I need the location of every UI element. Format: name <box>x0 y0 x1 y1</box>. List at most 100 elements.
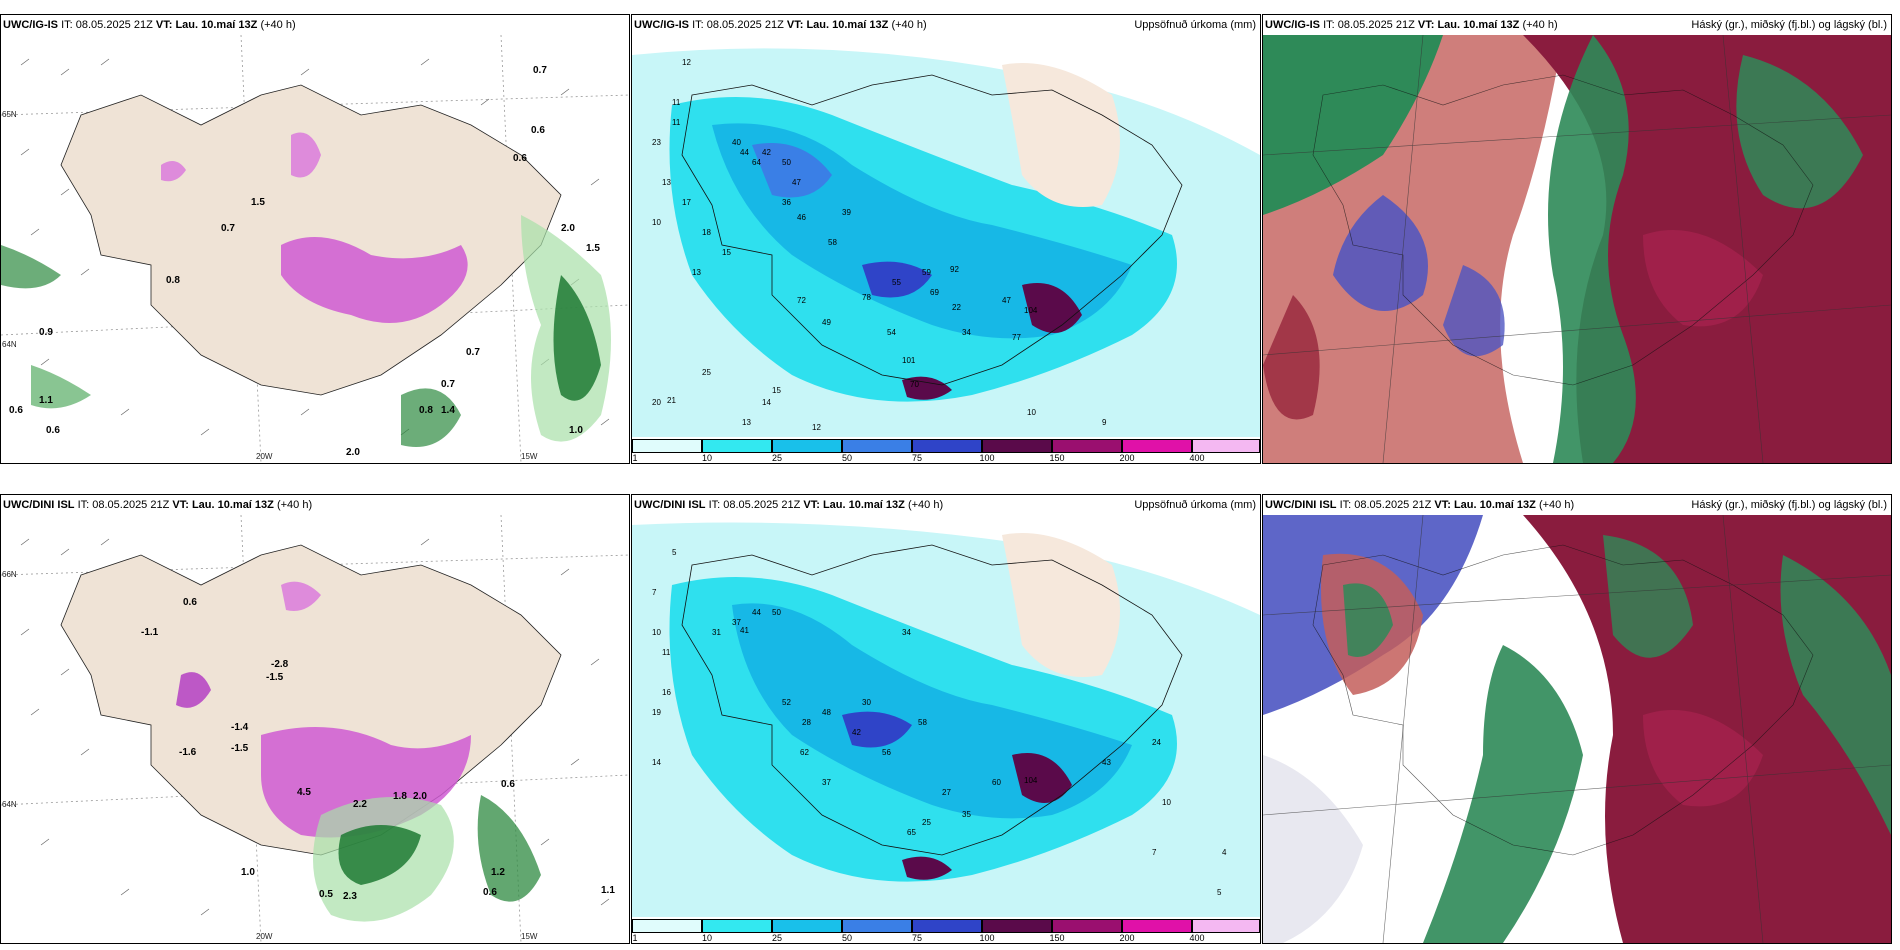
cloud-panel-row2: UWC/DINI ISL IT: 08.05.2025 21Z VT: Lau.… <box>1262 494 1892 944</box>
svg-text:104: 104 <box>1024 776 1038 785</box>
svg-text:13: 13 <box>662 178 671 187</box>
svg-text:7: 7 <box>1152 848 1157 857</box>
svg-text:0.7: 0.7 <box>533 65 547 76</box>
colorbar-swatch <box>1052 439 1122 453</box>
lat-label: 64N <box>2 340 17 349</box>
colorbar-swatch <box>1192 919 1260 933</box>
temp-panel-row2: UWC/DINI ISL IT: 08.05.2025 21Z VT: Lau.… <box>0 494 630 944</box>
panel-header: UWC/DINI ISL IT: 08.05.2025 21Z VT: Lau.… <box>632 495 1260 515</box>
svg-text:1.0: 1.0 <box>241 867 255 878</box>
svg-text:64: 64 <box>752 158 761 167</box>
panel-header: UWC/IG-IS IT: 08.05.2025 21Z VT: Lau. 10… <box>1263 15 1891 35</box>
panel-header: UWC/IG-IS IT: 08.05.2025 21Z VT: Lau. 10… <box>632 15 1260 35</box>
svg-text:65: 65 <box>907 828 916 837</box>
colorbar-tick: 25 <box>771 453 783 463</box>
svg-text:37: 37 <box>822 778 831 787</box>
svg-text:20: 20 <box>652 398 661 407</box>
svg-text:17: 17 <box>682 198 691 207</box>
precip-title: Uppsöfnuð úrkoma (mm) <box>1134 499 1256 511</box>
svg-text:47: 47 <box>792 178 801 187</box>
svg-text:54: 54 <box>887 328 896 337</box>
svg-text:28: 28 <box>802 718 811 727</box>
svg-text:42: 42 <box>852 728 861 737</box>
svg-text:44: 44 <box>752 608 761 617</box>
colorbar-swatch <box>912 919 982 933</box>
svg-text:24: 24 <box>1152 738 1161 747</box>
colorbar-swatch <box>982 919 1052 933</box>
svg-text:62: 62 <box>800 748 809 757</box>
svg-text:11: 11 <box>672 98 681 107</box>
svg-text:10: 10 <box>652 628 661 637</box>
svg-text:56: 56 <box>882 748 891 757</box>
svg-text:58: 58 <box>918 718 927 727</box>
svg-text:0.8: 0.8 <box>419 405 433 416</box>
svg-text:16: 16 <box>662 688 671 697</box>
colorbar-tick: 150 <box>1049 933 1065 943</box>
colorbar-tick: 50 <box>841 933 853 943</box>
svg-text:2.3: 2.3 <box>343 891 357 902</box>
svg-text:0.7: 0.7 <box>221 223 235 234</box>
svg-text:44: 44 <box>740 148 749 157</box>
svg-text:5: 5 <box>672 548 677 557</box>
svg-text:78: 78 <box>862 293 871 302</box>
svg-text:4: 4 <box>1222 848 1227 857</box>
temp-panel-row1: UWC/IG-IS IT: 08.05.2025 21Z VT: Lau. 10… <box>0 14 630 464</box>
svg-text:55: 55 <box>892 278 901 287</box>
svg-text:0.7: 0.7 <box>466 347 480 358</box>
svg-text:19: 19 <box>652 708 661 717</box>
colorbar-swatch <box>912 439 982 453</box>
colorbar-swatch <box>772 439 842 453</box>
lat-label: 65N <box>2 110 17 119</box>
svg-text:22: 22 <box>952 303 961 312</box>
svg-text:23: 23 <box>652 138 661 147</box>
colorbar-swatch <box>842 919 912 933</box>
colorbar-tick: 150 <box>1049 453 1065 463</box>
colorbar-swatch <box>702 439 772 453</box>
svg-text:70: 70 <box>910 380 919 389</box>
temperature-wind-map: 0.6 -1.1 -2.8 -1.5 -1.4 -1.6 -1.5 4.5 2.… <box>1 515 629 943</box>
colorbar-tick: 75 <box>911 933 923 943</box>
colorbar-swatch <box>702 919 772 933</box>
panel-header: UWC/DINI ISL IT: 08.05.2025 21Z VT: Lau.… <box>1 495 629 515</box>
svg-text:34: 34 <box>902 628 911 637</box>
svg-text:-1.5: -1.5 <box>266 672 284 683</box>
cloud-title: Háský (gr.), miðský (fj.bl.) og lágský (… <box>1691 499 1887 511</box>
svg-text:0.6: 0.6 <box>9 405 23 416</box>
colorbar-swatch <box>772 919 842 933</box>
svg-text:0.6: 0.6 <box>501 779 515 790</box>
svg-text:0.6: 0.6 <box>531 125 545 136</box>
colorbar-tick: 1 <box>632 453 638 463</box>
svg-text:0.6: 0.6 <box>513 153 527 164</box>
svg-text:11: 11 <box>672 118 681 127</box>
svg-text:60: 60 <box>992 778 1001 787</box>
precipitation-map: 5 7 10 11 19 16 14 31 37 44 50 41 52 28 … <box>632 515 1260 917</box>
lon-label: 20W <box>256 452 273 461</box>
lon-label: 15W <box>521 932 538 941</box>
precip-panel-row1: UWC/IG-IS IT: 08.05.2025 21Z VT: Lau. 10… <box>631 14 1261 464</box>
svg-text:0.9: 0.9 <box>39 327 53 338</box>
svg-text:-1.1: -1.1 <box>141 627 159 638</box>
cloud-cover-map <box>1263 515 1891 943</box>
cloud-panel-row1: UWC/IG-IS IT: 08.05.2025 21Z VT: Lau. 10… <box>1262 14 1892 464</box>
svg-text:1.2: 1.2 <box>491 867 505 878</box>
colorbar-tick: 200 <box>1119 453 1135 463</box>
colorbar-swatch <box>632 919 702 933</box>
panel-header: UWC/DINI ISL IT: 08.05.2025 21Z VT: Lau.… <box>1263 495 1891 515</box>
svg-text:0.8: 0.8 <box>166 275 180 286</box>
svg-text:14: 14 <box>652 758 661 767</box>
svg-text:35: 35 <box>962 810 971 819</box>
colorbar-tick: 50 <box>841 453 853 463</box>
svg-text:13: 13 <box>692 268 701 277</box>
svg-text:1.5: 1.5 <box>251 197 265 208</box>
svg-text:1.8: 1.8 <box>393 791 407 802</box>
lat-label: 64N <box>2 800 17 809</box>
svg-text:52: 52 <box>782 698 791 707</box>
colorbar-swatch <box>1122 919 1192 933</box>
precip-panel-row2: UWC/DINI ISL IT: 08.05.2025 21Z VT: Lau.… <box>631 494 1261 944</box>
svg-text:43: 43 <box>1102 758 1111 767</box>
colorbar-tick: 1 <box>632 933 638 943</box>
svg-text:0.6: 0.6 <box>46 425 60 436</box>
svg-text:31: 31 <box>712 628 721 637</box>
colorbar-swatch <box>842 439 912 453</box>
svg-text:-1.5: -1.5 <box>231 743 249 754</box>
